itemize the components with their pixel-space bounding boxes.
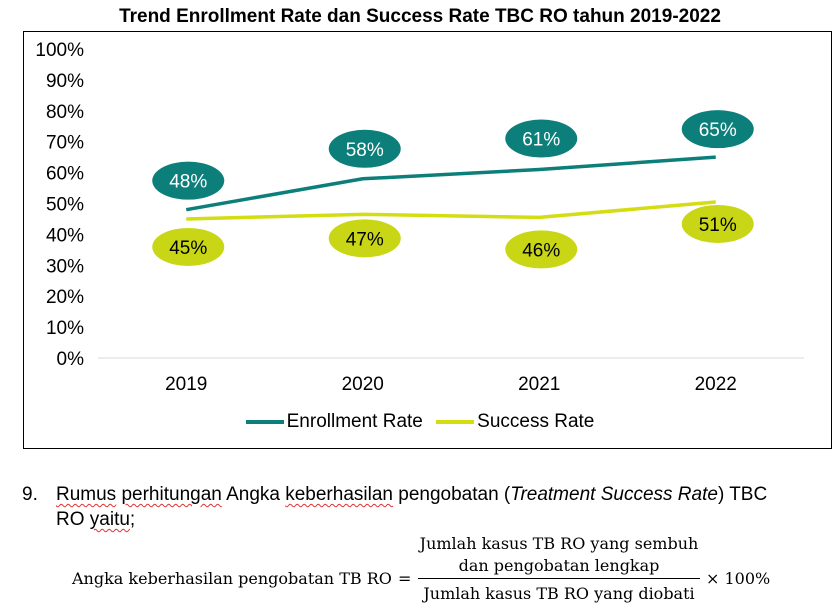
data-label-bubble: [505, 119, 578, 158]
x-tick-label: 2020: [342, 374, 384, 395]
formula-numerator-line2: dan pengobatan lengkap: [458, 556, 660, 575]
legend-label-enrollment: Enrollment Rate: [286, 411, 423, 432]
word-yaitu: yaitu: [89, 509, 130, 530]
text-angka: Angka: [221, 484, 286, 505]
data-label: 51%: [699, 215, 737, 236]
chart-frame: [23, 31, 832, 449]
legend-item-enrollment: Enrollment Rate: [245, 411, 423, 433]
section-number: 9.: [22, 484, 38, 505]
data-label: 46%: [522, 240, 560, 261]
y-tick-label: 100%: [35, 40, 84, 61]
word-keberhasilan: keberhasilan: [285, 484, 393, 505]
y-tick-label: 90%: [46, 71, 84, 92]
word-rumus: Rumus: [56, 484, 117, 505]
y-tick-label: 0%: [57, 349, 85, 370]
formula-lhs: Angka keberhasilan pengobatan TB RO: [72, 569, 392, 588]
data-label: 48%: [169, 172, 207, 193]
text-semicolon: ;: [129, 509, 136, 530]
text-tbc: ) TBC: [717, 484, 768, 505]
series-line-success: [186, 200, 716, 221]
text-treatment-success-rate: Treatment Success Rate: [510, 484, 718, 505]
x-tick-label: 2019: [165, 374, 207, 395]
data-label-bubble: [152, 227, 225, 266]
x-tick-label: 2021: [518, 374, 560, 395]
data-label-bubble: [505, 230, 578, 269]
data-label-bubble: [152, 161, 225, 200]
y-tick-label: 40%: [46, 225, 84, 246]
formula-fraction-bar: [418, 578, 700, 579]
chart-title: Trend Enrollment Rate dan Success Rate T…: [119, 6, 721, 27]
data-label: 58%: [346, 140, 384, 161]
legend-swatch-enrollment: [245, 420, 284, 424]
data-label: 65%: [699, 120, 737, 141]
x-tick-label: 2022: [695, 374, 737, 395]
y-tick-label: 10%: [46, 318, 84, 339]
y-tick-label: 60%: [46, 164, 84, 185]
word-perhitungan: perhitungan: [121, 484, 222, 505]
series-line-enrollment: [185, 155, 716, 212]
formula-multiplier: × 100%: [706, 569, 771, 588]
formula-numerator-line1: Jumlah kasus TB RO yang sembuh: [419, 534, 699, 553]
data-label-bubble: [328, 219, 401, 258]
data-label-bubble: [681, 204, 754, 243]
text-ro: RO: [56, 509, 90, 530]
data-label: 47%: [346, 229, 384, 250]
legend-swatch-success: [436, 420, 475, 424]
section-body: Rumus perhitungan Angka keberhasilan pen…: [56, 482, 822, 532]
legend-label-success: Success Rate: [477, 411, 595, 432]
data-label-bubble: [328, 129, 401, 168]
y-tick-label: 80%: [46, 102, 84, 123]
y-tick-label: 70%: [46, 133, 84, 154]
formula-equals: =: [398, 569, 412, 588]
data-label-bubble: [681, 110, 754, 149]
data-label: 45%: [169, 238, 207, 259]
section-9: 9. Rumus perhitungan Angka keberhasilan …: [22, 482, 822, 532]
chart-legend: Enrollment Rate Success Rate: [0, 408, 840, 433]
legend-item-success: Success Rate: [436, 411, 594, 433]
data-label: 61%: [522, 130, 560, 151]
text-pengobatan: pengobatan (: [392, 484, 511, 505]
formula-denominator: Jumlah kasus TB RO yang diobati: [423, 584, 695, 603]
y-tick-label: 50%: [46, 195, 84, 216]
line-chart: 100% 90% 80% 70% 60% 50% 40% 30% 20% 10% 0% 2019 202…: [35, 40, 804, 395]
y-tick-label: 20%: [46, 287, 84, 308]
formula: Angka keberhasilan pengobatan TB RO = Ju…: [72, 532, 812, 608]
y-tick-label: 30%: [46, 256, 84, 277]
